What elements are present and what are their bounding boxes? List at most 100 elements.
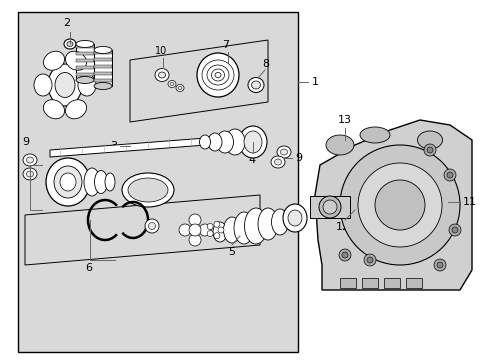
Text: 5: 5 (227, 247, 235, 257)
Bar (361, 278, 377, 288)
Ellipse shape (207, 133, 222, 151)
Ellipse shape (55, 72, 75, 98)
Text: 4: 4 (247, 155, 255, 165)
Bar (76, 73, 94, 76)
Circle shape (189, 224, 201, 236)
Circle shape (433, 259, 445, 271)
Ellipse shape (48, 64, 82, 106)
Circle shape (218, 227, 224, 233)
Circle shape (213, 233, 220, 239)
Polygon shape (25, 195, 260, 265)
Ellipse shape (234, 212, 253, 244)
Ellipse shape (76, 40, 94, 48)
Ellipse shape (105, 173, 115, 191)
Ellipse shape (258, 208, 278, 240)
Text: 1: 1 (311, 77, 318, 87)
Circle shape (339, 145, 459, 265)
Bar (94, 58, 112, 61)
Circle shape (189, 214, 201, 226)
Text: 9: 9 (294, 153, 302, 163)
Ellipse shape (65, 51, 86, 70)
Circle shape (145, 219, 159, 233)
Circle shape (446, 172, 452, 178)
Ellipse shape (43, 51, 64, 70)
Text: 13: 13 (337, 115, 351, 125)
Ellipse shape (176, 85, 183, 91)
Ellipse shape (23, 168, 37, 180)
Circle shape (436, 262, 442, 268)
Polygon shape (314, 120, 471, 290)
Ellipse shape (65, 100, 86, 119)
Circle shape (426, 147, 432, 153)
Circle shape (374, 180, 424, 230)
Ellipse shape (417, 131, 442, 149)
Bar (309, 100, 474, 300)
Text: 10: 10 (155, 46, 167, 56)
Circle shape (199, 224, 210, 236)
Circle shape (148, 222, 155, 230)
Ellipse shape (224, 129, 244, 155)
Ellipse shape (54, 166, 82, 198)
Circle shape (423, 144, 435, 156)
Ellipse shape (158, 72, 165, 78)
Ellipse shape (197, 53, 239, 97)
Ellipse shape (213, 222, 226, 242)
Bar (94, 79, 112, 82)
Ellipse shape (168, 81, 176, 87)
Circle shape (366, 257, 372, 263)
Ellipse shape (128, 178, 168, 202)
Ellipse shape (84, 168, 100, 196)
Ellipse shape (76, 77, 94, 84)
Circle shape (357, 163, 441, 247)
Ellipse shape (251, 81, 260, 89)
Ellipse shape (94, 82, 112, 90)
Ellipse shape (270, 156, 285, 168)
Ellipse shape (247, 77, 264, 93)
Text: 2: 2 (63, 18, 70, 28)
Bar (383, 278, 399, 288)
Bar (339, 278, 355, 288)
Text: 9: 9 (22, 137, 29, 147)
Bar (76, 45, 94, 48)
Ellipse shape (122, 173, 174, 207)
Text: 7: 7 (222, 40, 229, 50)
Circle shape (207, 230, 213, 237)
Ellipse shape (318, 196, 340, 218)
Circle shape (341, 252, 347, 258)
Ellipse shape (43, 100, 64, 119)
Circle shape (213, 221, 220, 227)
Ellipse shape (60, 173, 76, 191)
Text: 6: 6 (85, 263, 92, 273)
Bar (18, 12, 297, 352)
Ellipse shape (46, 158, 90, 206)
Ellipse shape (359, 127, 389, 143)
Ellipse shape (216, 131, 233, 153)
Ellipse shape (34, 74, 52, 96)
Circle shape (451, 227, 457, 233)
Text: 11: 11 (462, 197, 476, 207)
Polygon shape (50, 135, 244, 157)
Bar (309, 196, 349, 218)
Ellipse shape (280, 149, 287, 155)
Ellipse shape (199, 135, 210, 149)
Ellipse shape (244, 208, 267, 244)
Ellipse shape (239, 126, 266, 158)
Bar (94, 50, 112, 86)
Polygon shape (130, 40, 267, 122)
Ellipse shape (271, 209, 288, 235)
Bar (76, 66, 94, 69)
Bar (94, 51, 112, 54)
Bar (94, 72, 112, 75)
Ellipse shape (276, 146, 290, 158)
Circle shape (179, 224, 191, 236)
Text: 3: 3 (110, 141, 117, 151)
Circle shape (207, 224, 213, 229)
Ellipse shape (223, 217, 240, 243)
Ellipse shape (67, 41, 73, 46)
Ellipse shape (325, 135, 353, 155)
Text: 12: 12 (335, 222, 349, 232)
Text: 8: 8 (262, 59, 268, 69)
Ellipse shape (78, 74, 96, 96)
Ellipse shape (170, 82, 174, 86)
Circle shape (338, 249, 350, 261)
